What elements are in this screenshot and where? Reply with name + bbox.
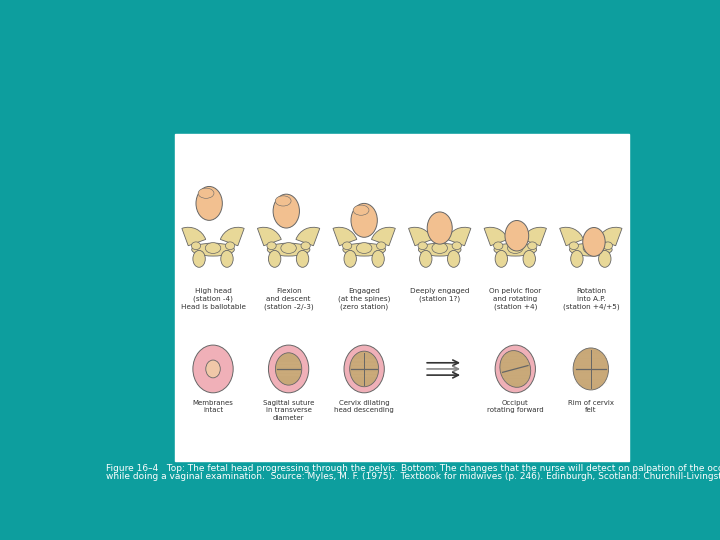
Ellipse shape	[301, 242, 310, 249]
Wedge shape	[333, 227, 357, 246]
Text: Membranes
intact: Membranes intact	[192, 400, 233, 413]
Text: Rim of cervix
felt: Rim of cervix felt	[568, 400, 614, 413]
Ellipse shape	[598, 251, 611, 267]
Ellipse shape	[267, 243, 310, 256]
Wedge shape	[484, 227, 508, 246]
Ellipse shape	[571, 251, 583, 267]
Text: On pelvic floor
and rotating
(station +4): On pelvic floor and rotating (station +4…	[489, 288, 541, 309]
Ellipse shape	[273, 194, 300, 228]
Ellipse shape	[523, 251, 536, 267]
Wedge shape	[220, 227, 244, 246]
Ellipse shape	[603, 242, 613, 249]
Wedge shape	[598, 227, 622, 246]
Text: while doing a vaginal examination.  Source: Myles, M. F. (1975).  Textbook for m: while doing a vaginal examination. Sourc…	[106, 472, 720, 481]
Ellipse shape	[505, 220, 528, 251]
Text: Occiput
rotating forward: Occiput rotating forward	[487, 400, 544, 413]
Ellipse shape	[205, 242, 221, 253]
Wedge shape	[182, 227, 206, 246]
Ellipse shape	[356, 242, 372, 253]
Ellipse shape	[221, 251, 233, 267]
Ellipse shape	[528, 242, 537, 249]
Ellipse shape	[192, 242, 201, 249]
Ellipse shape	[573, 348, 608, 390]
Ellipse shape	[225, 242, 235, 249]
Ellipse shape	[275, 196, 291, 206]
Text: Figure 16–4   Top: The fetal head progressing through the pelvis. Bottom: The ch: Figure 16–4 Top: The fetal head progress…	[106, 464, 720, 472]
Ellipse shape	[297, 251, 309, 267]
Text: Engaged
(at the spines)
(zero station): Engaged (at the spines) (zero station)	[338, 288, 390, 310]
Text: Flexion
and descent
(station -2/-3): Flexion and descent (station -2/-3)	[264, 288, 313, 309]
Ellipse shape	[569, 242, 578, 249]
Ellipse shape	[418, 242, 427, 249]
Text: High head
(station -4)
Head is ballotable: High head (station -4) Head is ballotabl…	[181, 288, 246, 309]
Ellipse shape	[427, 212, 452, 244]
Ellipse shape	[350, 351, 379, 387]
Ellipse shape	[344, 345, 384, 393]
Ellipse shape	[269, 251, 281, 267]
Ellipse shape	[432, 242, 447, 253]
Ellipse shape	[343, 242, 352, 249]
Ellipse shape	[193, 345, 233, 393]
Ellipse shape	[495, 251, 508, 267]
Ellipse shape	[452, 242, 462, 249]
Ellipse shape	[343, 243, 385, 256]
Wedge shape	[559, 227, 583, 246]
Ellipse shape	[582, 227, 605, 256]
Ellipse shape	[494, 242, 503, 249]
Wedge shape	[372, 227, 395, 246]
Ellipse shape	[500, 350, 531, 387]
Text: Sagittal suture
in transverse
diameter: Sagittal suture in transverse diameter	[263, 400, 315, 421]
Ellipse shape	[372, 251, 384, 267]
Wedge shape	[408, 227, 433, 246]
Wedge shape	[447, 227, 471, 246]
Ellipse shape	[583, 242, 598, 253]
Ellipse shape	[281, 242, 297, 253]
Wedge shape	[258, 227, 282, 246]
Ellipse shape	[193, 251, 205, 267]
Wedge shape	[523, 227, 546, 246]
Ellipse shape	[276, 353, 302, 385]
Ellipse shape	[206, 360, 220, 378]
Ellipse shape	[267, 242, 276, 249]
Ellipse shape	[495, 345, 536, 393]
Bar	[175, 134, 629, 461]
Ellipse shape	[192, 243, 234, 256]
Ellipse shape	[508, 242, 523, 253]
Text: Cervix dilating
head descending: Cervix dilating head descending	[334, 400, 394, 413]
Ellipse shape	[344, 251, 356, 267]
Text: Rotation
into A.P.
(station +4/+5): Rotation into A.P. (station +4/+5)	[562, 288, 619, 309]
Text: Deeply engaged
(station 1?): Deeply engaged (station 1?)	[410, 288, 469, 302]
Ellipse shape	[196, 186, 222, 220]
Ellipse shape	[377, 242, 386, 249]
Wedge shape	[296, 227, 320, 246]
Ellipse shape	[198, 188, 214, 198]
Ellipse shape	[353, 205, 369, 215]
Ellipse shape	[418, 243, 461, 256]
Ellipse shape	[494, 243, 536, 256]
Ellipse shape	[269, 345, 309, 393]
Ellipse shape	[420, 251, 432, 267]
Ellipse shape	[570, 243, 612, 256]
Ellipse shape	[351, 204, 377, 237]
Ellipse shape	[447, 251, 460, 267]
